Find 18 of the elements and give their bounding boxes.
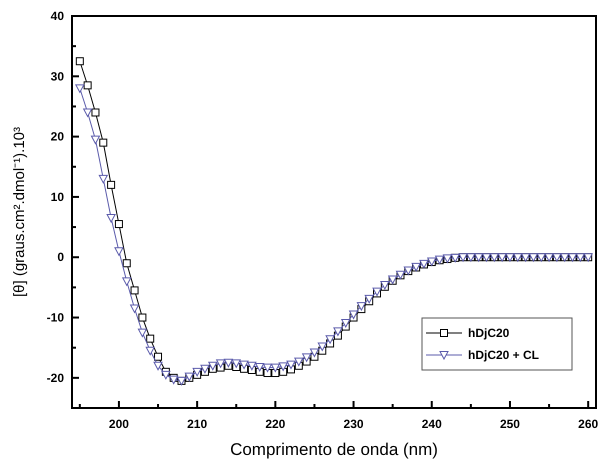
x-tick-label: 260 xyxy=(578,417,599,431)
y-tick-label: 0 xyxy=(57,250,64,264)
x-tick-label: 250 xyxy=(500,417,520,431)
y-tick-label: -10 xyxy=(46,310,64,325)
y-tick-label: -20 xyxy=(46,370,64,385)
x-tick-label: 240 xyxy=(422,417,442,431)
x-tick-label: 230 xyxy=(344,417,364,431)
legend-label: hDjC20 + CL xyxy=(468,348,540,362)
y-tick-label: 10 xyxy=(50,190,64,204)
x-tick-label: 220 xyxy=(265,417,286,431)
y-tick-label: 20 xyxy=(50,130,64,144)
legend-label: hDjC20 xyxy=(468,326,510,340)
y-tick-label: 40 xyxy=(50,9,64,23)
y-tick-label: 30 xyxy=(50,69,64,84)
x-axis-title: Comprimento de onda (nm) xyxy=(230,440,438,459)
y-axis-title: [θ] (graus.cm².dmol⁻¹).10³ xyxy=(11,126,28,298)
x-tick-label: 200 xyxy=(108,417,130,431)
x-tick-label: 210 xyxy=(187,417,208,431)
